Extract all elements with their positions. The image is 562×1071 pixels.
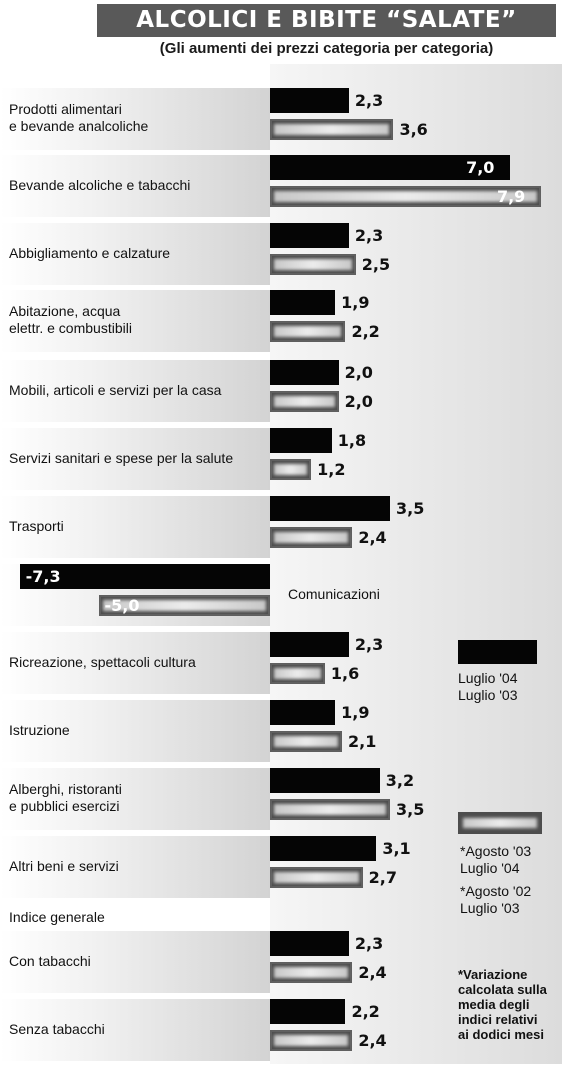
bar-series-2 — [270, 321, 346, 342]
legend-swatch-series-2 — [458, 812, 542, 834]
category-label: Altri beni e servizi — [9, 857, 119, 874]
bar-series-1 — [270, 632, 349, 657]
data-label-series-1: 2,3 — [354, 634, 384, 654]
bar-series-1 — [270, 428, 332, 453]
category-label: Istruzione — [9, 721, 70, 738]
chart-subtitle: (Gli aumenti dei prezzi categoria per ca… — [159, 40, 494, 57]
data-label-series-2: 2,4 — [358, 1030, 387, 1050]
data-label-series-1: 1,8 — [337, 430, 367, 450]
data-label-series-2: 1,6 — [330, 663, 360, 683]
bar-series-1 — [270, 836, 377, 861]
category-band — [0, 496, 270, 558]
bar-series-2 — [270, 254, 356, 275]
chart-title: ALCOLICI E BIBITE “SALATE” — [97, 4, 556, 37]
category-band — [0, 155, 270, 217]
category-band — [0, 999, 270, 1061]
bar-series-2 — [270, 459, 312, 480]
data-label-series-2: 3,5 — [396, 799, 425, 819]
data-label-series-2: 1,2 — [317, 459, 346, 479]
bar-series-1 — [270, 290, 336, 315]
category-label: Trasporti — [9, 517, 64, 534]
bar-series-2 — [270, 731, 343, 752]
bar-series-1 — [270, 768, 380, 793]
category-label: Mobili, articoli e servizi per la casa — [9, 381, 222, 398]
bar-series-1 — [270, 999, 346, 1024]
category-label: Abbigliamento e calzature — [9, 244, 171, 261]
data-label-series-1: 2,0 — [344, 362, 373, 382]
bar-series-2 — [270, 527, 353, 548]
data-label-series-1: 2,3 — [354, 90, 384, 110]
category-band — [0, 700, 270, 762]
bar-series-1 — [19, 564, 270, 589]
category-label: Con tabacchi — [9, 952, 91, 969]
category-band — [0, 768, 270, 830]
bar-series-1 — [270, 155, 511, 180]
data-label-series-1: 1,9 — [341, 292, 370, 312]
bar-series-2 — [270, 799, 391, 820]
data-label-series-2: -5,0 — [104, 595, 140, 615]
legend-label-series-1: Luglio '04 Luglio '03 — [458, 670, 518, 703]
category-label: Alberghi, ristoranti e pubblici esercizi — [9, 781, 122, 814]
data-label-series-1: 7,0 — [466, 157, 495, 177]
data-label-series-1: 2,3 — [354, 225, 384, 245]
data-label-series-1: 2,2 — [351, 1001, 380, 1021]
data-label-series-2: 3,6 — [399, 119, 428, 139]
bar-series-2 — [270, 663, 325, 684]
category-band — [0, 836, 270, 898]
data-label-series-2: 2,7 — [368, 867, 397, 887]
data-label-series-1: 3,2 — [385, 770, 415, 790]
data-label-series-1: 2,3 — [354, 933, 384, 953]
data-label-series-1: -7,3 — [25, 566, 61, 586]
bar-series-2 — [270, 391, 339, 412]
data-label-series-2: 2,5 — [361, 254, 391, 274]
bar-series-2 — [270, 962, 353, 983]
category-label: Prodotti alimentari e bevande analcolich… — [9, 101, 149, 134]
category-band — [0, 290, 270, 352]
data-label-series-2: 2,2 — [351, 321, 380, 341]
category-band — [0, 88, 270, 150]
category-band — [0, 360, 270, 422]
data-label-series-2: 2,4 — [358, 527, 387, 547]
legend-label-series-2: *Agosto '03 Luglio '04 — [460, 843, 532, 876]
category-band — [0, 931, 270, 993]
category-label: Servizi sanitari e spese per la salute — [9, 449, 234, 466]
category-label: Bevande alcoliche e tabacchi — [9, 176, 191, 193]
bar-series-2 — [98, 595, 270, 616]
category-label: Senza tabacchi — [9, 1020, 105, 1037]
bar-series-2 — [270, 119, 394, 140]
category-label: Ricreazione, spettacoli cultura — [9, 653, 196, 670]
section-label-indice-generale: Indice generale — [9, 909, 105, 925]
category-label: Abitazione, acqua elettr. e combustibili — [9, 303, 132, 336]
bar-series-1 — [270, 223, 349, 248]
data-label-series-2: 2,0 — [344, 391, 373, 411]
bar-series-2 — [270, 1030, 353, 1051]
legend-swatch-series-1 — [458, 640, 537, 664]
bar-series-1 — [270, 700, 336, 725]
chart-footnote: *Variazione calcolata sulla media degli … — [458, 967, 547, 1042]
data-label-series-2: 7,9 — [496, 186, 526, 206]
category-band — [0, 223, 270, 285]
category-label: Comunicazioni — [288, 585, 380, 602]
bar-series-1 — [270, 931, 349, 956]
legend-label-extra: *Agosto '02 Luglio '03 — [460, 883, 532, 916]
bar-series-1 — [270, 496, 391, 521]
bar-series-2 — [270, 186, 541, 207]
bar-series-1 — [270, 88, 349, 113]
bar-series-2 — [270, 867, 363, 888]
data-label-series-2: 2,4 — [358, 962, 387, 982]
data-label-series-2: 2,1 — [348, 731, 377, 751]
data-label-series-1: 3,1 — [382, 838, 411, 858]
data-label-series-1: 3,5 — [396, 498, 425, 518]
data-label-series-1: 1,9 — [341, 702, 370, 722]
category-band — [0, 632, 270, 694]
bar-series-1 — [270, 360, 339, 385]
category-band — [0, 428, 270, 490]
